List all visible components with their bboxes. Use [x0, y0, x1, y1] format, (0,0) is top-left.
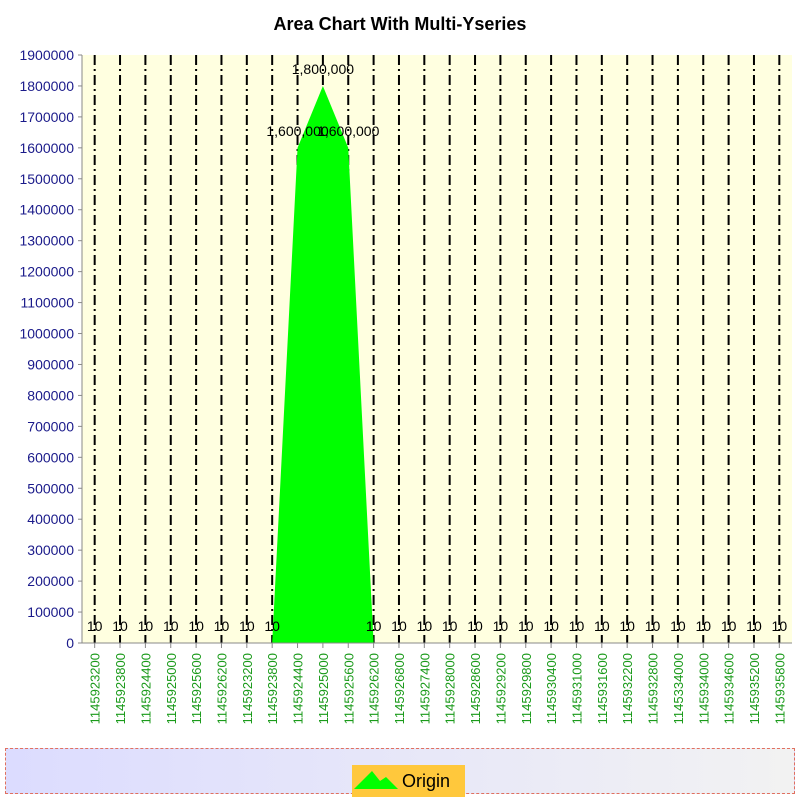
x-axis-ticks: 1145923200 1145923800 1145924400 1145925000…	[88, 643, 787, 724]
data-label: 10	[442, 618, 458, 634]
y-tick-label: 1500000	[19, 171, 74, 187]
y-tick-label: 0	[66, 635, 74, 651]
y-tick-label: 1100000	[21, 295, 75, 311]
data-label: 10	[366, 618, 382, 634]
data-label: 10	[264, 618, 280, 634]
data-labels: 10 10 10 10 10 10 10 10 1,600,000 1,800,000 1,600,…	[87, 61, 787, 634]
x-tick-label: 1145925000	[164, 653, 179, 724]
y-tick-label: 200000	[27, 573, 74, 589]
x-tick-label: 1145931000	[569, 653, 584, 724]
data-label: 10	[138, 618, 154, 634]
x-tick-label: 1145926800	[392, 653, 407, 724]
y-tick-label: 1000000	[19, 326, 74, 342]
legend-item-origin[interactable]: Origin	[352, 765, 465, 797]
data-label: 10	[746, 618, 762, 634]
data-label: 10	[670, 618, 686, 634]
data-label: 10	[594, 618, 610, 634]
x-tick-label: 1145932200	[620, 653, 635, 724]
x-tick-label: 1145930400	[544, 653, 559, 724]
x-tick-label: 1145927400	[417, 653, 432, 724]
grid-lines	[93, 55, 781, 643]
y-tick-label: 400000	[27, 511, 74, 527]
data-label: 1,800,000	[292, 61, 354, 77]
x-tick-label: 1145925600	[341, 653, 356, 724]
y-tick-label: 1900000	[19, 47, 74, 63]
legend: Origin	[5, 748, 795, 797]
x-tick-label: 1145924400	[291, 653, 306, 724]
x-tick-label: 1145929800	[519, 653, 534, 724]
data-label: 10	[163, 618, 179, 634]
data-label: 1,600,000	[266, 123, 328, 139]
x-tick-label: 1145934600	[722, 653, 737, 724]
x-tick-label: 1145923800	[113, 653, 128, 724]
data-label: 10	[87, 618, 103, 634]
x-tick-label: 1145929200	[493, 653, 508, 724]
x-tick-label: 1145925000	[316, 653, 331, 724]
x-tick-label: 1145928600	[468, 653, 483, 724]
data-label: 10	[239, 618, 255, 634]
x-tick-label: 1145924400	[138, 653, 153, 724]
y-tick-label: 300000	[27, 542, 74, 558]
data-label: 10	[721, 618, 737, 634]
data-label: 10	[214, 618, 230, 634]
chart-title: Area Chart With Multi-Yseries	[274, 14, 527, 34]
data-label: 10	[467, 618, 483, 634]
x-tick-label: 1145934000	[696, 653, 711, 724]
data-label: 10	[569, 618, 585, 634]
y-tick-label: 900000	[27, 356, 74, 372]
y-tick-label: 100000	[27, 604, 74, 620]
y-tick-label: 1300000	[19, 233, 74, 249]
data-label: 10	[695, 618, 711, 634]
data-label: 10	[543, 618, 559, 634]
x-tick-label: 1145925600	[189, 653, 204, 724]
data-label: 10	[772, 618, 788, 634]
y-tick-label: 700000	[27, 418, 74, 434]
y-tick-label: 1200000	[19, 264, 74, 280]
x-tick-label: 1145931600	[595, 653, 610, 724]
x-tick-label: 1145923200	[88, 653, 103, 724]
y-tick-label: 600000	[27, 449, 74, 465]
x-tick-label: 1145923800	[265, 653, 280, 724]
x-tick-label: 1145928000	[443, 653, 458, 724]
plot-area	[82, 55, 792, 643]
data-label: 1,600,000	[317, 123, 379, 139]
legend-label: Origin	[402, 770, 451, 791]
x-tick-label: 1145935200	[747, 653, 762, 724]
data-label: 10	[518, 618, 534, 634]
y-axis-ticks: 0 100000 200000 300000 400000 500000 600000 700…	[19, 47, 82, 651]
data-label: 10	[112, 618, 128, 634]
area-series-icon	[352, 765, 400, 797]
data-label: 10	[188, 618, 204, 634]
x-tick-label: 1145923200	[240, 653, 255, 724]
y-tick-label: 1700000	[19, 109, 74, 125]
data-label: 10	[619, 618, 635, 634]
y-tick-label: 800000	[27, 387, 74, 403]
y-tick-label: 1800000	[19, 78, 74, 94]
data-label: 10	[645, 618, 661, 634]
data-label: 10	[391, 618, 407, 634]
x-tick-label: 1145334000	[671, 653, 686, 724]
data-label: 10	[493, 618, 509, 634]
y-tick-label: 500000	[27, 480, 74, 496]
y-tick-label: 1600000	[19, 140, 74, 156]
x-tick-label: 1145932800	[646, 653, 661, 724]
data-label: 10	[417, 618, 433, 634]
x-tick-label: 1145935800	[772, 653, 787, 724]
axes	[81, 55, 792, 644]
x-tick-label: 1145926200	[367, 653, 382, 724]
x-tick-label: 1145926200	[214, 653, 229, 724]
y-tick-label: 1400000	[19, 202, 74, 218]
